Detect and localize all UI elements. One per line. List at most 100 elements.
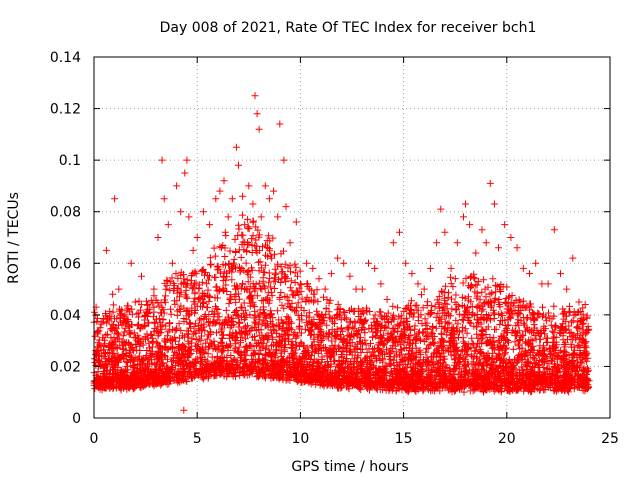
data-point: [365, 259, 372, 267]
data-point: [420, 285, 428, 293]
data-point: [334, 254, 342, 262]
data-point: [488, 344, 496, 352]
data-point: [224, 213, 232, 221]
data-point: [387, 360, 395, 368]
data-point: [495, 244, 502, 252]
data-point: [476, 350, 484, 357]
data-point: [375, 365, 383, 373]
data-point: [569, 254, 577, 262]
data-point: [274, 213, 282, 221]
data-point: [563, 285, 571, 293]
x-axis-label: GPS time / hours: [291, 459, 408, 475]
data-point: [158, 156, 166, 164]
data-point: [253, 110, 261, 118]
data-point: [232, 143, 240, 151]
data-point: [150, 285, 158, 293]
y-tick-label: 0.1: [59, 153, 81, 169]
data-point: [255, 125, 263, 133]
data-point-cloud: [90, 211, 593, 396]
data-point: [557, 270, 564, 278]
data-point: [313, 357, 321, 365]
y-tick-label: 0.12: [50, 102, 81, 118]
data-point: [144, 306, 152, 314]
data-point: [315, 275, 323, 283]
data-point: [478, 226, 486, 234]
data-point: [104, 357, 112, 365]
data-point: [166, 337, 174, 345]
data-point: [208, 339, 216, 347]
data-point: [251, 92, 259, 100]
data-point: [519, 264, 527, 272]
data-point: [548, 370, 556, 378]
data-point: [96, 324, 104, 332]
data-point: [573, 362, 581, 370]
chart-title: Day 008 of 2021, Rate Of TEC Index for r…: [160, 20, 537, 36]
data-point: [352, 285, 360, 293]
data-point: [288, 344, 296, 352]
data-point: [268, 342, 275, 350]
data-point: [321, 285, 329, 293]
y-axis-ticks: 0 0.02 0.04 0.06 0.08 0.1 0.12 0.14: [50, 50, 610, 427]
data-point: [94, 368, 102, 376]
data-point: [338, 360, 346, 368]
data-point: [400, 368, 408, 376]
data-point: [426, 264, 434, 272]
data-point: [513, 244, 521, 252]
data-point: [111, 195, 119, 203]
data-point: [237, 337, 244, 345]
data-point: [160, 195, 168, 203]
y-tick-label: 0.14: [50, 50, 81, 66]
data-point: [377, 280, 385, 288]
data-point: [550, 226, 558, 234]
data-point: [286, 239, 294, 247]
data-point: [249, 200, 257, 208]
data-point: [371, 264, 379, 272]
data-point: [296, 280, 304, 288]
data-point: [309, 264, 317, 272]
data-point: [189, 246, 197, 254]
data-point: [115, 285, 123, 293]
data-point: [292, 218, 300, 226]
data-point: [396, 228, 403, 236]
data-point: [507, 234, 515, 241]
data-point: [464, 360, 472, 368]
data-point: [490, 200, 498, 208]
data-point: [180, 406, 188, 414]
data-point: [261, 182, 269, 190]
data-point: [282, 203, 290, 211]
data-point: [259, 334, 267, 342]
data-point: [156, 342, 164, 350]
data-point: [462, 200, 469, 208]
data-point: [472, 249, 480, 257]
data-point: [181, 169, 189, 177]
data-point: [412, 370, 420, 378]
data-point: [154, 234, 162, 241]
data-point: [206, 221, 214, 229]
data-point: [526, 270, 533, 278]
data-point: [538, 280, 546, 288]
data-point: [226, 332, 234, 339]
data-point: [408, 270, 416, 278]
data-point: [131, 298, 139, 306]
data-point: [581, 301, 589, 308]
data-point: [173, 182, 181, 190]
data-point: [447, 264, 455, 272]
y-tick-label: 0: [72, 411, 81, 427]
data-point: [362, 362, 370, 370]
data-point: [146, 360, 154, 368]
data-point: [280, 156, 288, 164]
data-point: [113, 370, 121, 378]
x-tick-label: 20: [498, 431, 516, 447]
data-point: [499, 357, 507, 365]
data-point: [358, 285, 366, 293]
data-point: [325, 352, 333, 360]
data-point: [414, 280, 422, 288]
data-point: [301, 350, 308, 357]
data-point: [460, 213, 467, 221]
data-point: [350, 357, 358, 365]
data-point: [187, 350, 195, 357]
data-point: [247, 326, 255, 334]
data-point: [102, 246, 110, 254]
